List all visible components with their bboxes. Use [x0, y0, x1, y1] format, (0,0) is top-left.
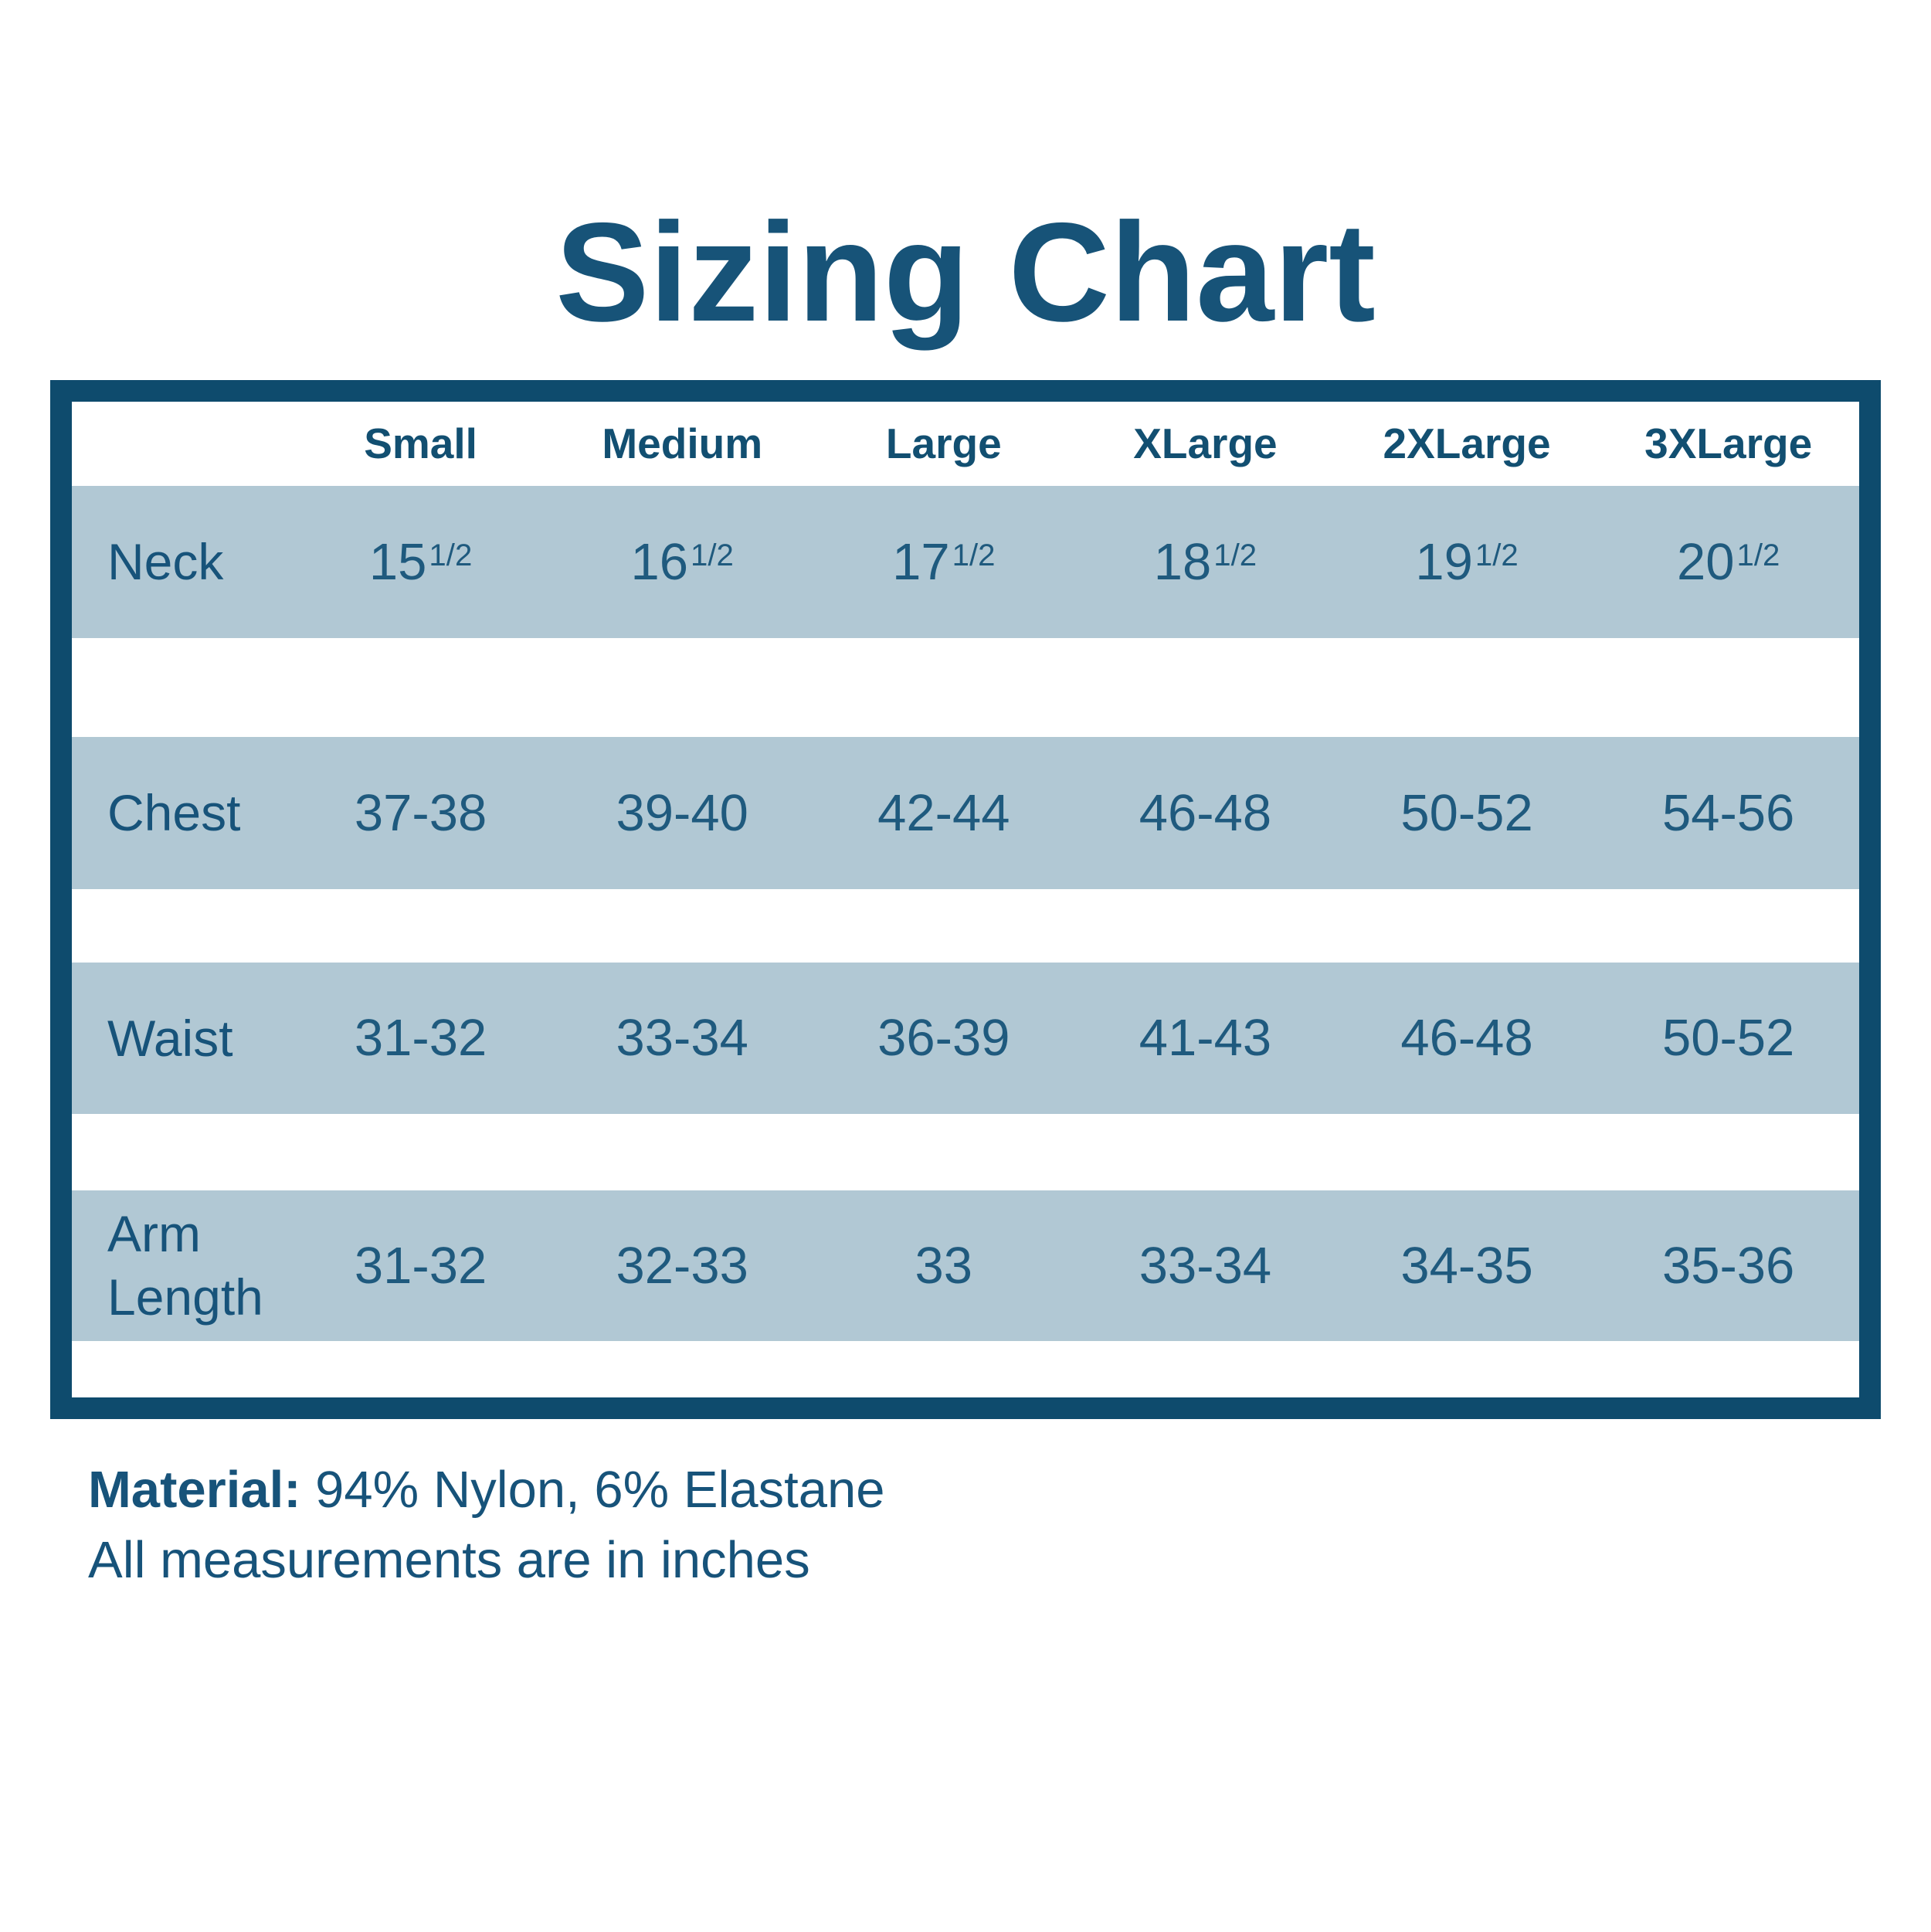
sizing-table: Small Medium Large XLarge 2XLarge 3XLarg…	[50, 379, 1881, 1419]
value-fraction: 1/2	[1213, 537, 1257, 572]
spacer-row	[72, 637, 1859, 737]
data-cell-neck-large: 171/2	[813, 532, 1075, 592]
value-whole: 17	[892, 532, 950, 591]
column-header-medium: Medium	[602, 419, 763, 468]
row-label-chest: Chest	[107, 784, 241, 841]
row-label-neck: Neck	[107, 533, 224, 590]
column-header-2xlarge: 2XLarge	[1383, 419, 1551, 468]
data-cell-arm-large: 33	[915, 1236, 973, 1295]
data-cell-waist-medium: 33-34	[616, 1009, 748, 1068]
column-header-xlarge: XLarge	[1133, 419, 1278, 468]
data-cell-arm-medium: 32-33	[616, 1236, 748, 1295]
data-cell-chest-medium: 39-40	[616, 783, 748, 842]
data-cell-chest-2xlarge: 50-52	[1400, 783, 1533, 842]
measurement-note: All measurements are in inches	[88, 1530, 810, 1589]
data-cell-arm-xlarge: 33-34	[1139, 1236, 1272, 1295]
data-cell-neck-medium: 161/2	[551, 532, 813, 592]
value-fraction: 1/2	[691, 537, 734, 572]
table-row-neck: Neck 151/2 161/2 171/2 181/2 191/2 201/2	[72, 485, 1859, 638]
data-cell-chest-large: 42-44	[877, 783, 1010, 842]
value-fraction: 1/2	[1736, 537, 1780, 572]
data-cell-neck-2xlarge: 191/2	[1336, 532, 1598, 592]
table-row-waist: Waist 31-32 33-34 36-39 41-43 46-48 50-5…	[72, 962, 1859, 1114]
column-header-small: Small	[364, 419, 477, 468]
data-cell-waist-small: 31-32	[354, 1009, 487, 1068]
data-cell-arm-2xlarge: 34-35	[1400, 1236, 1533, 1295]
data-cell-neck-3xlarge: 201/2	[1597, 532, 1859, 592]
spacer-row	[72, 888, 1859, 963]
value-whole: 19	[1415, 532, 1473, 591]
value-whole: 16	[630, 532, 689, 591]
data-cell-waist-large: 36-39	[877, 1009, 1010, 1068]
table-header-row: Small Medium Large XLarge 2XLarge 3XLarg…	[72, 401, 1859, 486]
material-line: Material: 94% Nylon, 6% Elastane	[88, 1455, 1931, 1525]
value-fraction: 1/2	[1475, 537, 1519, 572]
row-label-arm-length: Arm Length	[107, 1204, 263, 1326]
data-cell-waist-2xlarge: 46-48	[1400, 1009, 1533, 1068]
material-label: Material:	[88, 1460, 301, 1519]
column-header-3xlarge: 3XLarge	[1644, 419, 1813, 468]
material-value: 94% Nylon, 6% Elastane	[300, 1460, 885, 1519]
data-cell-arm-3xlarge: 35-36	[1661, 1236, 1795, 1295]
data-cell-waist-xlarge: 41-43	[1139, 1009, 1272, 1068]
footer-notes: Material: 94% Nylon, 6% Elastane All mea…	[88, 1455, 1931, 1595]
spacer-row	[72, 1340, 1859, 1397]
value-fraction: 1/2	[429, 537, 473, 572]
data-cell-chest-xlarge: 46-48	[1139, 783, 1272, 842]
sizing-chart-page: Sizing Chart Small Medium Large XLarge 2…	[50, 193, 1931, 1595]
value-whole: 20	[1676, 532, 1735, 591]
data-cell-neck-small: 151/2	[290, 532, 551, 592]
data-cell-waist-3xlarge: 50-52	[1661, 1009, 1795, 1068]
row-label-waist: Waist	[107, 1009, 233, 1067]
page-title: Sizing Chart	[555, 193, 1376, 351]
value-whole: 15	[368, 532, 427, 591]
spacer-row	[72, 1113, 1859, 1190]
data-cell-chest-small: 37-38	[354, 783, 487, 842]
data-cell-neck-xlarge: 181/2	[1074, 532, 1336, 592]
column-header-large: Large	[885, 419, 1002, 468]
value-fraction: 1/2	[952, 537, 996, 572]
data-cell-chest-3xlarge: 54-56	[1661, 783, 1795, 842]
value-whole: 18	[1153, 532, 1212, 591]
data-cell-arm-small: 31-32	[354, 1236, 487, 1295]
table-row-chest: Chest 37-38 39-40 42-44 46-48 50-52 54-5…	[72, 736, 1859, 889]
table-row-arm-length: Arm Length 31-32 32-33 33 33-34 34-35 35…	[72, 1190, 1859, 1341]
